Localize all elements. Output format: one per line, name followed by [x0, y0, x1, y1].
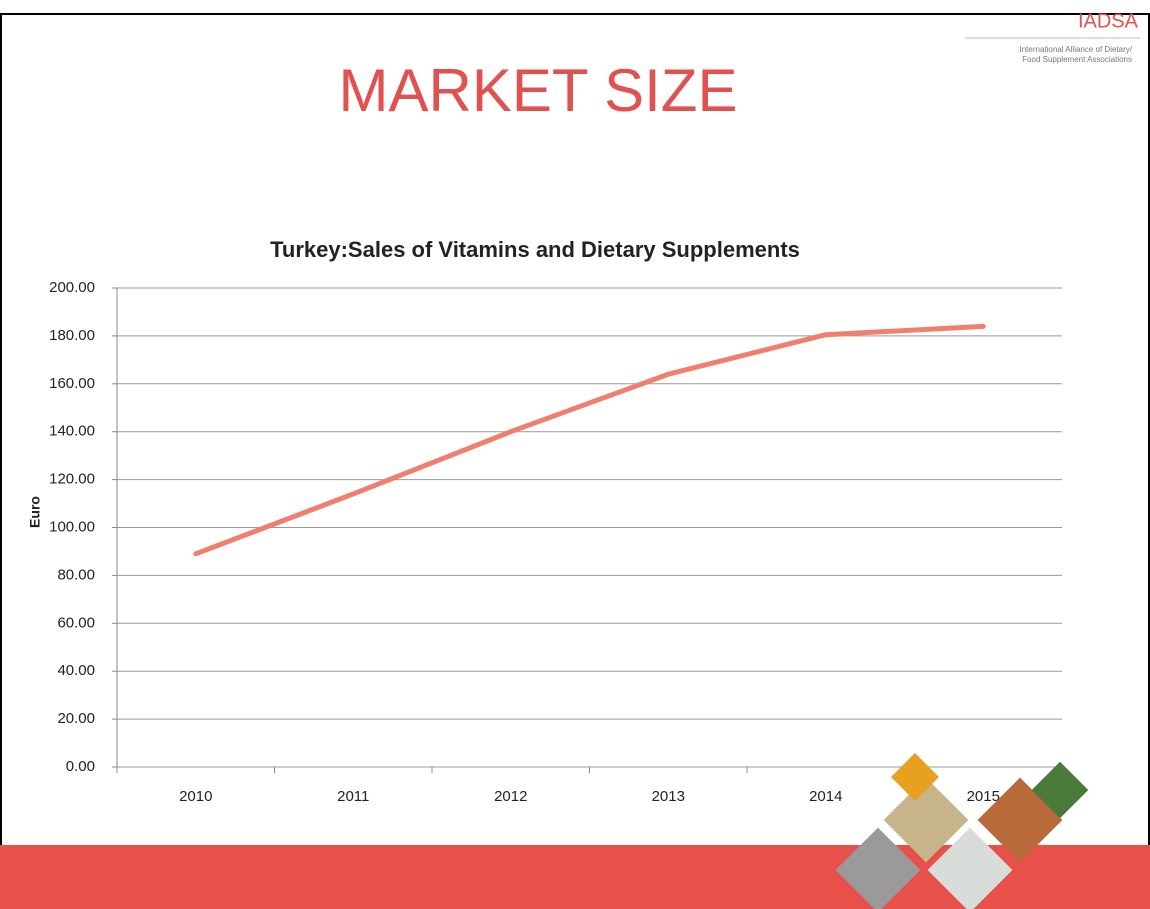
frame	[0, 13, 1150, 909]
y-axis-label: Euro	[27, 496, 43, 528]
x-tick-label: 2011	[337, 788, 369, 805]
x-tick-label: 2013	[652, 788, 685, 805]
y-tick-label: 40.00	[57, 662, 95, 679]
slide-title: MARKET SIZE	[339, 57, 738, 124]
x-tick-label: 2014	[809, 788, 842, 805]
y-tick-label: 200.00	[49, 279, 95, 296]
decor-image	[835, 752, 1089, 909]
logo-subtitle: Food Supplement Associations	[1022, 55, 1132, 64]
y-tick-label: 100.00	[49, 518, 95, 535]
chart-title: Turkey:Sales of Vitamins and Dietary Sup…	[270, 237, 800, 262]
y-tick-label: 60.00	[57, 614, 95, 631]
x-tick-label: 2010	[179, 788, 212, 805]
x-tick-label: 2015	[967, 788, 1000, 805]
y-tick-label: 180.00	[49, 327, 95, 344]
logo-subtitle: International Alliance of Dietary/	[1019, 45, 1132, 54]
y-tick-label: 140.00	[49, 423, 95, 440]
y-tick-label: 20.00	[57, 710, 95, 727]
y-tick-label: 160.00	[49, 375, 95, 392]
x-tick-label: 2012	[494, 788, 527, 805]
logo: IADSA	[1078, 10, 1139, 32]
y-tick-label: 0.00	[66, 758, 95, 775]
y-tick-label: 80.00	[57, 566, 95, 583]
data-line	[193, 323, 986, 557]
y-tick-label: 120.00	[49, 471, 95, 488]
